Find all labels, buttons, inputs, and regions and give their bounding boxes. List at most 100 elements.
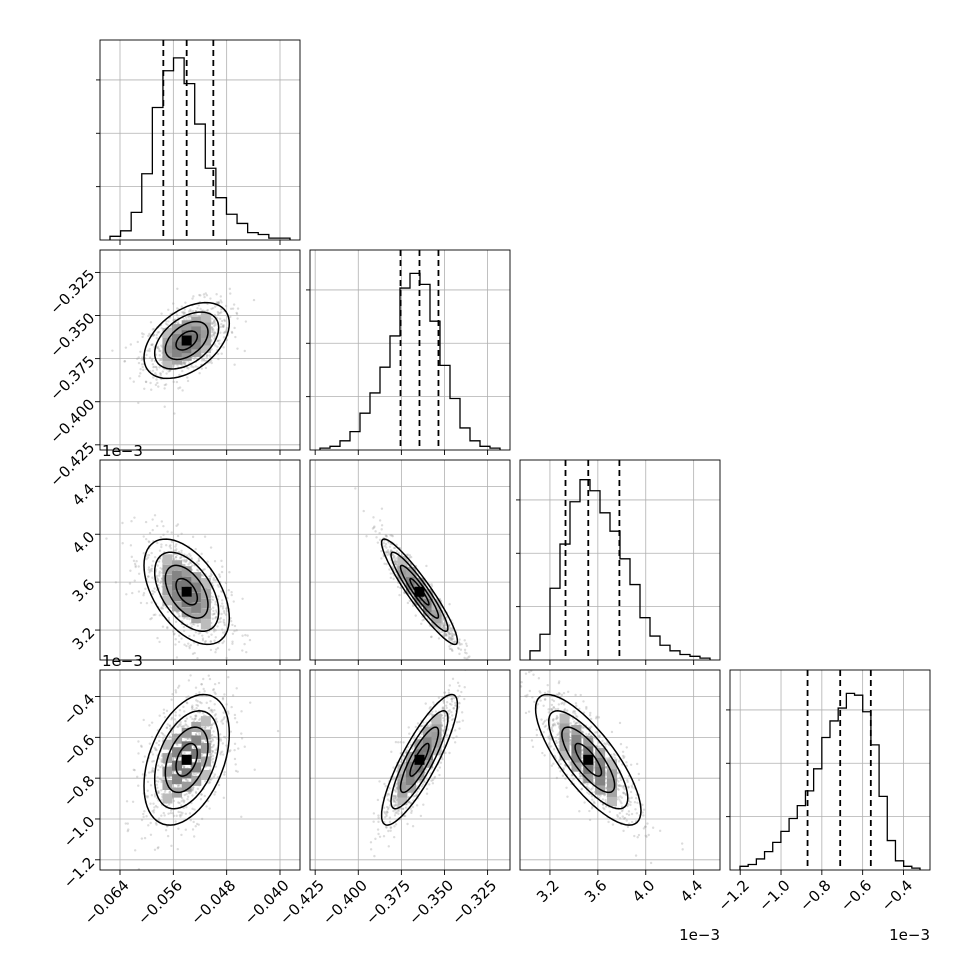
sample-point: [209, 662, 211, 664]
y-offset-label: 1e−3: [102, 442, 143, 460]
density-cell: [191, 592, 202, 603]
sample-point: [449, 630, 453, 633]
sample-point: [158, 572, 161, 575]
sample-point: [447, 710, 450, 713]
density-cell: [200, 598, 211, 609]
density-cell: [423, 734, 434, 745]
y-tick-label: 3.2: [69, 624, 99, 654]
sample-point: [219, 751, 223, 754]
sample-point: [394, 809, 397, 812]
sample-point: [211, 749, 214, 753]
sample-point: [217, 301, 220, 304]
sample-point: [183, 311, 187, 315]
sample-point: [447, 691, 451, 695]
density-cell: [162, 595, 173, 606]
sample-point: [230, 590, 233, 594]
sample-point: [211, 751, 214, 754]
sample-point: [508, 664, 510, 666]
sample-point: [188, 617, 191, 621]
contour-level-2: [390, 551, 449, 633]
sample-point: [191, 535, 195, 539]
sample-point: [393, 560, 396, 563]
sample-point: [132, 559, 136, 563]
sample-point: [218, 317, 222, 321]
density-cell: [162, 574, 173, 585]
sample-point: [408, 599, 411, 603]
sample-point: [163, 715, 167, 719]
sample-point: [177, 827, 180, 830]
sample-point: [210, 752, 213, 756]
sample-point: [211, 761, 215, 764]
sample-point: [202, 687, 205, 691]
sample-point: [212, 330, 215, 334]
sample-point: [177, 640, 181, 644]
sample-point: [441, 626, 445, 629]
sample-point: [147, 553, 151, 557]
sample-point: [204, 780, 207, 783]
sample-point: [447, 688, 450, 692]
sample-point: [200, 552, 203, 556]
sample-point: [451, 634, 454, 638]
sample-point: [192, 357, 196, 360]
sample-point: [378, 519, 382, 522]
sample-point: [144, 380, 148, 384]
sample-point: [213, 305, 217, 308]
scatter-layer: [369, 670, 467, 858]
density-cell: [181, 768, 192, 779]
sample-point: [178, 634, 181, 637]
density-panel-3-2: 3.2 3.6 4.0 4.41e−3: [508, 664, 721, 944]
sample-point: [143, 810, 146, 813]
sample-point: [406, 553, 410, 556]
sample-point: [206, 354, 209, 357]
panel-frame: [519, 459, 721, 661]
sample-point: [424, 702, 427, 705]
sample-point: [176, 364, 179, 367]
sample-point: [196, 704, 200, 707]
sample-point: [169, 809, 173, 812]
sample-point: [137, 740, 140, 743]
sample-point: [177, 321, 180, 325]
sample-point: [178, 708, 182, 712]
sample-point: [189, 554, 192, 557]
sample-point: [196, 306, 199, 310]
sample-point: [158, 570, 161, 573]
sample-point: [147, 771, 151, 774]
sample-point: [190, 705, 194, 709]
sample-point: [395, 557, 398, 560]
sample-point: [456, 689, 460, 692]
density-cell: [172, 747, 183, 758]
sample-point: [143, 755, 146, 758]
sample-point: [540, 718, 543, 721]
sample-point: [463, 639, 466, 642]
sample-point: [156, 579, 160, 582]
sample-point: [429, 705, 432, 709]
panel-frame: [99, 459, 301, 661]
sample-point: [241, 597, 244, 600]
sample-point: [172, 633, 176, 636]
sample-point: [223, 770, 226, 774]
sample-point: [176, 847, 179, 851]
sample-point: [189, 791, 192, 794]
sample-point: [231, 632, 235, 635]
sample-point: [383, 544, 387, 548]
sample-point: [183, 361, 186, 365]
sample-point: [156, 776, 159, 779]
sample-point: [445, 634, 448, 637]
sample-point: [210, 307, 213, 311]
sample-point: [544, 724, 548, 728]
sample-point: [384, 785, 387, 788]
contour-level-1: [399, 564, 440, 619]
sample-point: [232, 303, 236, 306]
sample-point: [137, 565, 140, 568]
density-cell: [181, 350, 192, 361]
sample-point: [197, 760, 200, 763]
sample-point: [158, 614, 162, 617]
sample-point: [230, 705, 233, 709]
contour-level-1: [164, 726, 209, 794]
sample-point: [442, 745, 445, 748]
sample-point: [458, 643, 462, 646]
sample-point: [185, 316, 188, 319]
sample-point: [216, 625, 219, 628]
sample-point: [217, 621, 220, 624]
sample-point: [450, 638, 454, 641]
